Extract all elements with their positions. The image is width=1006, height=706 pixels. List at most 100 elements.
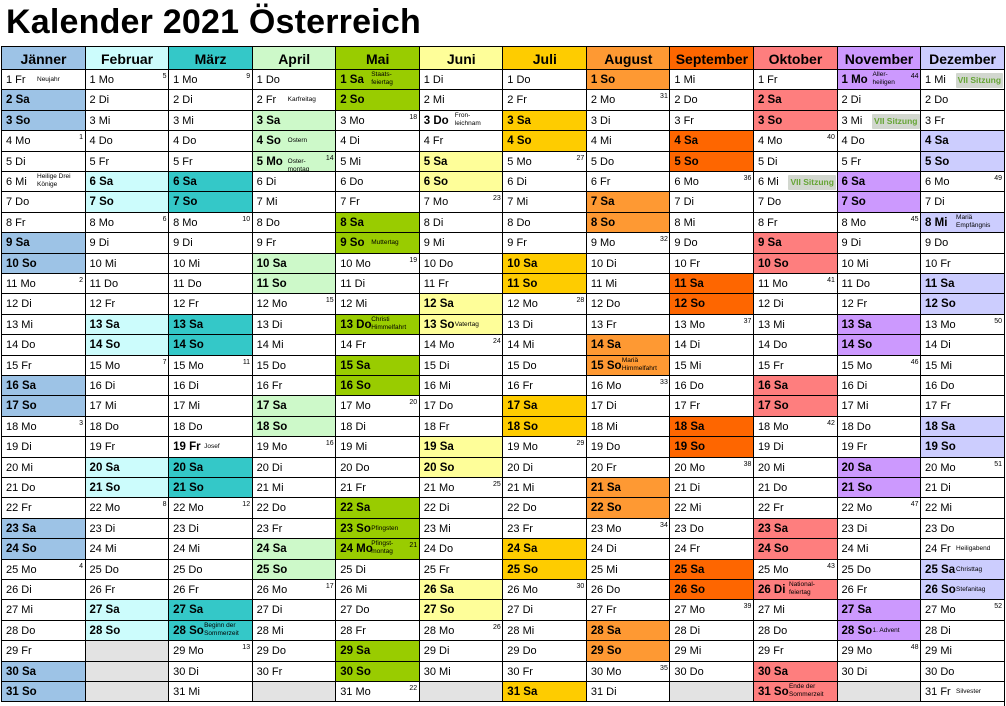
day-cell[interactable]: 8 Mo 10: [168, 212, 253, 234]
day-cell[interactable]: 16 Di: [84, 376, 169, 397]
day-cell[interactable]: 2 Do: [669, 90, 754, 111]
day-cell[interactable]: 15 Mo 11: [168, 355, 253, 376]
day-cell[interactable]: 16 Mi: [418, 376, 503, 397]
day-cell[interactable]: 25 Mo 43: [752, 559, 837, 580]
day-cell[interactable]: 8 Fr: [752, 212, 837, 234]
day-cell[interactable]: 9 Di: [836, 233, 921, 254]
day-cell[interactable]: 10 So: [752, 253, 837, 274]
day-cell[interactable]: 24 Sa: [502, 539, 587, 560]
day-cell[interactable]: 19 Di: [752, 437, 837, 458]
day-cell[interactable]: 25 Sa Christtag: [920, 559, 1005, 580]
day-cell[interactable]: 1 Mo 5: [84, 70, 169, 91]
day-cell[interactable]: 15 So Mariä Himmelfahrt: [585, 355, 670, 376]
day-cell[interactable]: 9 Di: [84, 233, 169, 254]
day-cell[interactable]: 24 Do: [418, 539, 503, 560]
day-cell[interactable]: 2 Mi: [418, 90, 503, 111]
day-cell[interactable]: 8 Mo 45: [836, 212, 921, 234]
day-cell[interactable]: 19 Mo 16: [251, 437, 336, 458]
day-cell[interactable]: 8 Mi Mariä Empfängnis: [920, 212, 1005, 234]
day-cell[interactable]: 9 Do: [920, 233, 1005, 254]
day-cell[interactable]: 11 Di: [335, 274, 420, 295]
day-cell[interactable]: 19 Mo 29: [502, 437, 587, 458]
day-cell[interactable]: 3 Mi VII Sitzung: [836, 110, 921, 132]
day-cell[interactable]: 22 Mo 8: [84, 498, 169, 519]
day-cell[interactable]: 12 Fr: [836, 294, 921, 315]
day-cell[interactable]: 17 Mo 20: [335, 396, 420, 417]
day-cell[interactable]: 12 Di: [752, 294, 837, 315]
day-cell[interactable]: 11 Mi: [585, 274, 670, 295]
day-cell[interactable]: 15 Do: [502, 355, 587, 376]
day-cell[interactable]: 30 Di: [168, 661, 253, 682]
day-cell[interactable]: 28 Di: [669, 620, 754, 642]
day-cell[interactable]: 9 Mo 32: [585, 233, 670, 254]
day-cell[interactable]: 11 So: [251, 274, 336, 295]
day-cell[interactable]: 28 Mi: [251, 620, 336, 642]
day-cell[interactable]: 18 Sa: [669, 416, 754, 438]
day-cell[interactable]: 11 Sa: [669, 274, 754, 295]
day-cell[interactable]: 28 Sa: [585, 620, 670, 642]
day-cell[interactable]: 12 Do: [585, 294, 670, 315]
day-cell[interactable]: 18 Do: [168, 416, 253, 438]
day-cell[interactable]: 23 Sa: [752, 518, 837, 540]
day-cell[interactable]: 4 Sa: [920, 131, 1005, 152]
day-cell[interactable]: 7 So: [168, 192, 253, 213]
day-cell[interactable]: 14 Do: [752, 335, 837, 356]
day-cell[interactable]: 5 Fr: [84, 151, 169, 172]
day-cell[interactable]: 18 Di: [335, 416, 420, 438]
day-cell[interactable]: 16 Di: [168, 376, 253, 397]
day-cell[interactable]: 9 Sa: [1, 233, 85, 254]
day-cell[interactable]: 10 Mo 19: [335, 253, 420, 274]
day-cell[interactable]: 7 Di: [920, 192, 1005, 213]
day-cell[interactable]: 5 Mo 27: [502, 151, 587, 172]
day-cell[interactable]: 19 So: [669, 437, 754, 458]
day-cell[interactable]: 11 Fr: [418, 274, 503, 295]
day-cell[interactable]: 17 So: [752, 396, 837, 417]
day-cell[interactable]: 14 Fr: [335, 335, 420, 356]
day-cell[interactable]: 15 Mi: [920, 355, 1005, 376]
day-cell[interactable]: 2 Di: [84, 90, 169, 111]
day-cell[interactable]: 24 Di: [585, 539, 670, 560]
day-cell[interactable]: 20 Sa: [836, 457, 921, 478]
day-cell[interactable]: 13 Mi: [1, 314, 85, 336]
day-cell[interactable]: 18 Fr: [418, 416, 503, 438]
day-cell[interactable]: 4 Fr: [418, 131, 503, 152]
day-cell[interactable]: 2 Do: [920, 90, 1005, 111]
day-cell[interactable]: 19 Fr Josef: [168, 437, 253, 458]
day-cell[interactable]: 27 Do: [335, 600, 420, 621]
day-cell[interactable]: 14 So: [168, 335, 253, 356]
day-cell[interactable]: 25 Do: [168, 559, 253, 580]
day-cell[interactable]: 10 Fr: [920, 253, 1005, 274]
day-cell[interactable]: 12 Fr: [168, 294, 253, 315]
day-cell[interactable]: 14 Do: [1, 335, 85, 356]
day-cell[interactable]: 10 Mi: [836, 253, 921, 274]
day-cell[interactable]: 25 So: [502, 559, 587, 580]
day-cell[interactable]: 31 Mo 22: [335, 682, 420, 703]
day-cell[interactable]: 25 So: [251, 559, 336, 580]
day-cell[interactable]: 11 So: [502, 274, 587, 295]
day-cell[interactable]: 6 Sa: [84, 172, 169, 193]
day-cell[interactable]: 21 So: [168, 478, 253, 499]
day-cell[interactable]: 23 Di: [836, 518, 921, 540]
day-cell[interactable]: 12 Mi: [335, 294, 420, 315]
day-cell[interactable]: 2 Sa: [752, 90, 837, 111]
day-cell[interactable]: 23 Do: [669, 518, 754, 540]
day-cell[interactable]: 1 Sa Staats-feiertag: [335, 70, 420, 91]
day-cell[interactable]: 24 So: [1, 539, 85, 560]
day-cell[interactable]: 31 Sa: [502, 682, 587, 703]
day-cell[interactable]: 25 Mo 4: [1, 559, 85, 580]
day-cell[interactable]: 30 Fr: [251, 661, 336, 682]
day-cell[interactable]: 10 Mi: [84, 253, 169, 274]
day-cell[interactable]: 11 Mo 41: [752, 274, 837, 295]
day-cell[interactable]: 13 Di: [502, 314, 587, 336]
day-cell[interactable]: 16 Sa: [752, 376, 837, 397]
day-cell[interactable]: 5 Sa: [418, 151, 503, 172]
day-cell[interactable]: 12 So: [669, 294, 754, 315]
day-cell[interactable]: 12 So: [920, 294, 1005, 315]
day-cell[interactable]: 17 Mi: [836, 396, 921, 417]
day-cell[interactable]: 13 Sa: [168, 314, 253, 336]
day-cell[interactable]: 29 Sa: [335, 641, 420, 662]
day-cell[interactable]: 7 Mo 23: [418, 192, 503, 213]
day-cell[interactable]: 30 Mo 35: [585, 661, 670, 682]
day-cell[interactable]: 17 Mi: [168, 396, 253, 417]
day-cell[interactable]: 1 Mi: [669, 70, 754, 91]
